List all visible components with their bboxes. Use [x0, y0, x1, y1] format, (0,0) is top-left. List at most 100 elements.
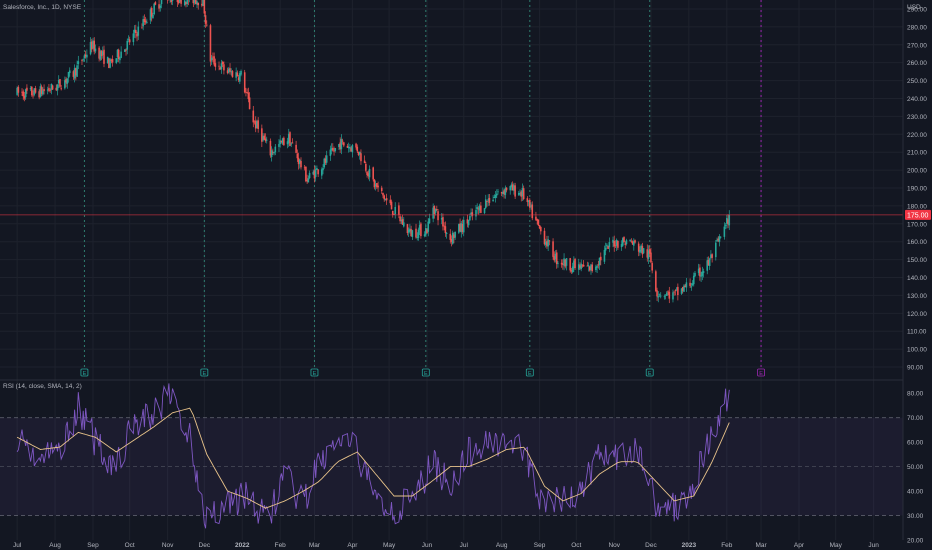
candle[interactable]	[504, 185, 507, 199]
candle[interactable]	[494, 190, 497, 203]
candle[interactable]	[286, 137, 289, 149]
candle[interactable]	[711, 253, 713, 263]
candle[interactable]	[598, 257, 601, 271]
candle[interactable]	[49, 88, 51, 93]
candle[interactable]	[625, 238, 628, 246]
earnings-marker[interactable]: E	[310, 368, 319, 377]
candle[interactable]	[658, 293, 661, 298]
candle[interactable]	[418, 220, 421, 235]
candle[interactable]	[639, 246, 641, 256]
candle[interactable]	[710, 250, 712, 260]
candle[interactable]	[189, 0, 191, 3]
candle[interactable]	[511, 181, 514, 191]
candle[interactable]	[700, 271, 702, 283]
candle[interactable]	[73, 64, 76, 83]
candle[interactable]	[274, 143, 277, 156]
candle[interactable]	[624, 241, 627, 249]
candle[interactable]	[702, 268, 705, 278]
candle[interactable]	[204, 11, 207, 28]
candle[interactable]	[117, 48, 120, 63]
candle[interactable]	[32, 90, 34, 99]
candle[interactable]	[26, 84, 28, 94]
candle[interactable]	[252, 105, 255, 128]
candle[interactable]	[569, 257, 571, 273]
candle[interactable]	[634, 239, 636, 244]
candle[interactable]	[179, 0, 181, 4]
candle[interactable]	[493, 194, 496, 199]
candle[interactable]	[307, 175, 310, 183]
candle[interactable]	[270, 146, 273, 162]
candle[interactable]	[290, 142, 293, 148]
candle[interactable]	[548, 240, 551, 246]
candle[interactable]	[262, 133, 264, 142]
candle[interactable]	[159, 3, 162, 12]
candle[interactable]	[127, 35, 130, 43]
candle[interactable]	[648, 245, 651, 258]
candle[interactable]	[565, 257, 568, 271]
candle[interactable]	[368, 165, 371, 182]
candle[interactable]	[380, 185, 383, 194]
candle[interactable]	[691, 280, 694, 287]
candle[interactable]	[325, 150, 328, 165]
candle[interactable]	[520, 190, 523, 202]
candle[interactable]	[193, 0, 196, 5]
candle[interactable]	[77, 55, 80, 70]
candle[interactable]	[296, 149, 299, 162]
candle[interactable]	[651, 261, 653, 274]
candle[interactable]	[517, 190, 520, 197]
candle[interactable]	[376, 183, 378, 190]
candle[interactable]	[480, 201, 482, 214]
candle[interactable]	[674, 289, 677, 296]
candle[interactable]	[630, 238, 633, 243]
candle[interactable]	[692, 272, 695, 287]
candle[interactable]	[347, 142, 350, 153]
candle[interactable]	[495, 189, 498, 199]
candle[interactable]	[128, 36, 131, 46]
candle[interactable]	[563, 253, 565, 271]
candle[interactable]	[445, 232, 448, 239]
candle[interactable]	[433, 205, 436, 219]
candle[interactable]	[537, 219, 540, 226]
candle[interactable]	[176, 0, 179, 8]
candle[interactable]	[640, 243, 642, 253]
candle[interactable]	[497, 188, 499, 195]
candle[interactable]	[60, 84, 62, 91]
candle[interactable]	[554, 250, 557, 263]
candle[interactable]	[557, 260, 559, 268]
candle[interactable]	[451, 230, 454, 245]
candle[interactable]	[579, 262, 581, 271]
candle[interactable]	[137, 21, 140, 40]
candle[interactable]	[192, 0, 195, 8]
candle[interactable]	[237, 74, 240, 83]
candle[interactable]	[450, 235, 453, 247]
candle[interactable]	[411, 229, 414, 240]
candle[interactable]	[126, 38, 129, 55]
candle[interactable]	[358, 151, 361, 160]
candle[interactable]	[343, 141, 345, 148]
candle[interactable]	[606, 242, 608, 249]
candle[interactable]	[98, 46, 100, 62]
earnings-marker[interactable]: E	[525, 368, 534, 377]
candle[interactable]	[377, 181, 379, 192]
candle[interactable]	[231, 69, 234, 78]
candle[interactable]	[492, 195, 494, 202]
candle[interactable]	[317, 169, 319, 178]
candle[interactable]	[120, 46, 122, 59]
candle[interactable]	[726, 214, 728, 229]
candle[interactable]	[185, 1, 187, 8]
candle[interactable]	[459, 218, 461, 233]
candle[interactable]	[254, 116, 257, 133]
candle[interactable]	[723, 222, 726, 240]
candle[interactable]	[460, 220, 463, 238]
candle[interactable]	[426, 228, 428, 234]
earnings-marker[interactable]: E	[80, 368, 89, 377]
candle[interactable]	[510, 182, 513, 191]
candle[interactable]	[265, 136, 268, 144]
candle[interactable]	[477, 206, 480, 215]
candle[interactable]	[399, 213, 401, 225]
candle[interactable]	[383, 194, 386, 202]
candle[interactable]	[530, 202, 532, 210]
candle[interactable]	[46, 86, 49, 95]
candle[interactable]	[717, 236, 720, 243]
